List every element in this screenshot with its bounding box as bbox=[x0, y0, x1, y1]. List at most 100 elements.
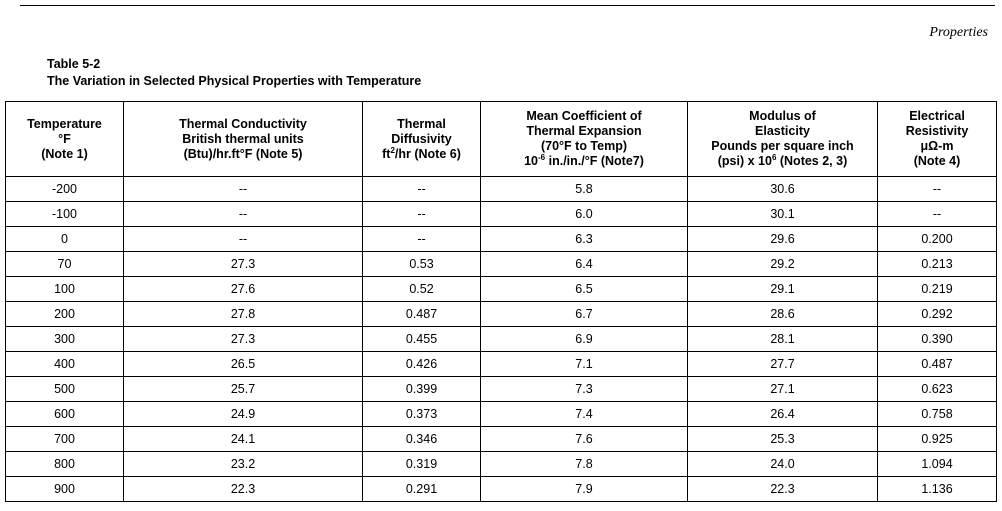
table-row: 600 24.9 0.373 7.4 26.4 0.758 bbox=[5, 401, 997, 427]
modulus-cell: 29.2 bbox=[687, 251, 878, 277]
diffusivity-cell: 0.426 bbox=[362, 351, 481, 377]
table-row: 700 24.1 0.346 7.6 25.3 0.925 bbox=[5, 426, 997, 452]
resistivity-cell: 0.487 bbox=[877, 351, 997, 377]
modulus-cell: 26.4 bbox=[687, 401, 878, 427]
table-row: -200 -- -- 5.8 30.6 -- bbox=[5, 176, 997, 202]
table-title: The Variation in Selected Physical Prope… bbox=[47, 74, 422, 88]
resistivity-cell: -- bbox=[877, 201, 997, 227]
temperature-cell: 0 bbox=[5, 226, 124, 252]
conductivity-cell: 27.8 bbox=[123, 301, 363, 327]
header-electrical-resistivity: Electrical Resistivity μΩ-m (Note 4) bbox=[877, 101, 997, 177]
modulus-cell: 25.3 bbox=[687, 426, 878, 452]
modulus-cell: 29.1 bbox=[687, 276, 878, 302]
temperature-cell: 300 bbox=[5, 326, 124, 352]
temperature-cell: 600 bbox=[5, 401, 124, 427]
temperature-cell: 800 bbox=[5, 451, 124, 477]
diffusivity-cell: -- bbox=[362, 176, 481, 202]
diffusivity-cell: 0.373 bbox=[362, 401, 481, 427]
table-row: 100 27.6 0.52 6.5 29.1 0.219 bbox=[5, 276, 997, 302]
table-number: Table 5-2 bbox=[47, 57, 101, 71]
resistivity-cell: 1.094 bbox=[877, 451, 997, 477]
diffusivity-cell: -- bbox=[362, 226, 481, 252]
modulus-cell: 30.1 bbox=[687, 201, 878, 227]
expansion-cell: 6.3 bbox=[480, 226, 688, 252]
diffusivity-cell: 0.319 bbox=[362, 451, 481, 477]
temperature-cell: 70 bbox=[5, 251, 124, 277]
diffusivity-cell: 0.52 bbox=[362, 276, 481, 302]
conductivity-cell: -- bbox=[123, 176, 363, 202]
temperature-cell: 200 bbox=[5, 301, 124, 327]
table-row: 900 22.3 0.291 7.9 22.3 1.136 bbox=[5, 476, 997, 502]
properties-table: Temperature °F (Note 1) Thermal Conducti… bbox=[5, 101, 997, 502]
conductivity-cell: -- bbox=[123, 201, 363, 227]
modulus-cell: 28.1 bbox=[687, 326, 878, 352]
resistivity-cell: -- bbox=[877, 176, 997, 202]
header-row: Temperature °F (Note 1) Thermal Conducti… bbox=[5, 101, 997, 177]
modulus-cell: 27.1 bbox=[687, 376, 878, 402]
modulus-cell: 27.7 bbox=[687, 351, 878, 377]
resistivity-cell: 0.623 bbox=[877, 376, 997, 402]
modulus-cell: 28.6 bbox=[687, 301, 878, 327]
diffusivity-cell: 0.487 bbox=[362, 301, 481, 327]
conductivity-cell: 27.6 bbox=[123, 276, 363, 302]
conductivity-cell: 26.5 bbox=[123, 351, 363, 377]
resistivity-cell: 0.925 bbox=[877, 426, 997, 452]
top-rule bbox=[20, 5, 995, 6]
diffusivity-cell: 0.346 bbox=[362, 426, 481, 452]
resistivity-cell: 0.219 bbox=[877, 276, 997, 302]
table-row: 300 27.3 0.455 6.9 28.1 0.390 bbox=[5, 326, 997, 352]
header-thermal-diffusivity: Thermal Diffusivity ft2/hr (Note 6) bbox=[362, 101, 481, 177]
resistivity-cell: 0.213 bbox=[877, 251, 997, 277]
diffusivity-cell: 0.291 bbox=[362, 476, 481, 502]
conductivity-cell: 24.9 bbox=[123, 401, 363, 427]
header-modulus-of-elasticity: Modulus of Elasticity Pounds per square … bbox=[687, 101, 878, 177]
table-caption: Table 5-2 The Variation in Selected Phys… bbox=[47, 56, 421, 90]
expansion-cell: 7.4 bbox=[480, 401, 688, 427]
temperature-cell: 400 bbox=[5, 351, 124, 377]
conductivity-cell: 27.3 bbox=[123, 326, 363, 352]
conductivity-cell: 23.2 bbox=[123, 451, 363, 477]
conductivity-cell: 25.7 bbox=[123, 376, 363, 402]
table-row: 800 23.2 0.319 7.8 24.0 1.094 bbox=[5, 451, 997, 477]
resistivity-cell: 0.390 bbox=[877, 326, 997, 352]
temperature-cell: 700 bbox=[5, 426, 124, 452]
temperature-cell: -100 bbox=[5, 201, 124, 227]
diffusivity-cell: -- bbox=[362, 201, 481, 227]
table-row: 500 25.7 0.399 7.3 27.1 0.623 bbox=[5, 376, 997, 402]
table-row: 0 -- -- 6.3 29.6 0.200 bbox=[5, 226, 997, 252]
expansion-cell: 7.6 bbox=[480, 426, 688, 452]
expansion-cell: 6.5 bbox=[480, 276, 688, 302]
expansion-cell: 6.4 bbox=[480, 251, 688, 277]
temperature-cell: 100 bbox=[5, 276, 124, 302]
table-row: 70 27.3 0.53 6.4 29.2 0.213 bbox=[5, 251, 997, 277]
modulus-cell: 29.6 bbox=[687, 226, 878, 252]
resistivity-cell: 0.758 bbox=[877, 401, 997, 427]
expansion-cell: 6.7 bbox=[480, 301, 688, 327]
conductivity-cell: -- bbox=[123, 226, 363, 252]
header-thermal-expansion: Mean Coefficient of Thermal Expansion (7… bbox=[480, 101, 688, 177]
expansion-cell: 7.3 bbox=[480, 376, 688, 402]
temperature-cell: 900 bbox=[5, 476, 124, 502]
table-row: 400 26.5 0.426 7.1 27.7 0.487 bbox=[5, 351, 997, 377]
temperature-cell: 500 bbox=[5, 376, 124, 402]
conductivity-cell: 22.3 bbox=[123, 476, 363, 502]
conductivity-cell: 24.1 bbox=[123, 426, 363, 452]
header-temperature: Temperature °F (Note 1) bbox=[5, 101, 124, 177]
running-head: Properties bbox=[929, 25, 988, 40]
diffusivity-cell: 0.455 bbox=[362, 326, 481, 352]
modulus-cell: 24.0 bbox=[687, 451, 878, 477]
table-row: 200 27.8 0.487 6.7 28.6 0.292 bbox=[5, 301, 997, 327]
resistivity-cell: 0.200 bbox=[877, 226, 997, 252]
header-thermal-conductivity: Thermal Conductivity British thermal uni… bbox=[123, 101, 363, 177]
expansion-cell: 7.8 bbox=[480, 451, 688, 477]
expansion-cell: 6.0 bbox=[480, 201, 688, 227]
diffusivity-cell: 0.53 bbox=[362, 251, 481, 277]
diffusivity-cell: 0.399 bbox=[362, 376, 481, 402]
resistivity-cell: 1.136 bbox=[877, 476, 997, 502]
table-row: -100 -- -- 6.0 30.1 -- bbox=[5, 201, 997, 227]
table-body: -200 -- -- 5.8 30.6 -- -100 -- -- 6.0 30.1 -- 0 -- -- 6… bbox=[5, 176, 997, 502]
conductivity-cell: 27.3 bbox=[123, 251, 363, 277]
resistivity-cell: 0.292 bbox=[877, 301, 997, 327]
temperature-cell: -200 bbox=[5, 176, 124, 202]
expansion-cell: 7.9 bbox=[480, 476, 688, 502]
